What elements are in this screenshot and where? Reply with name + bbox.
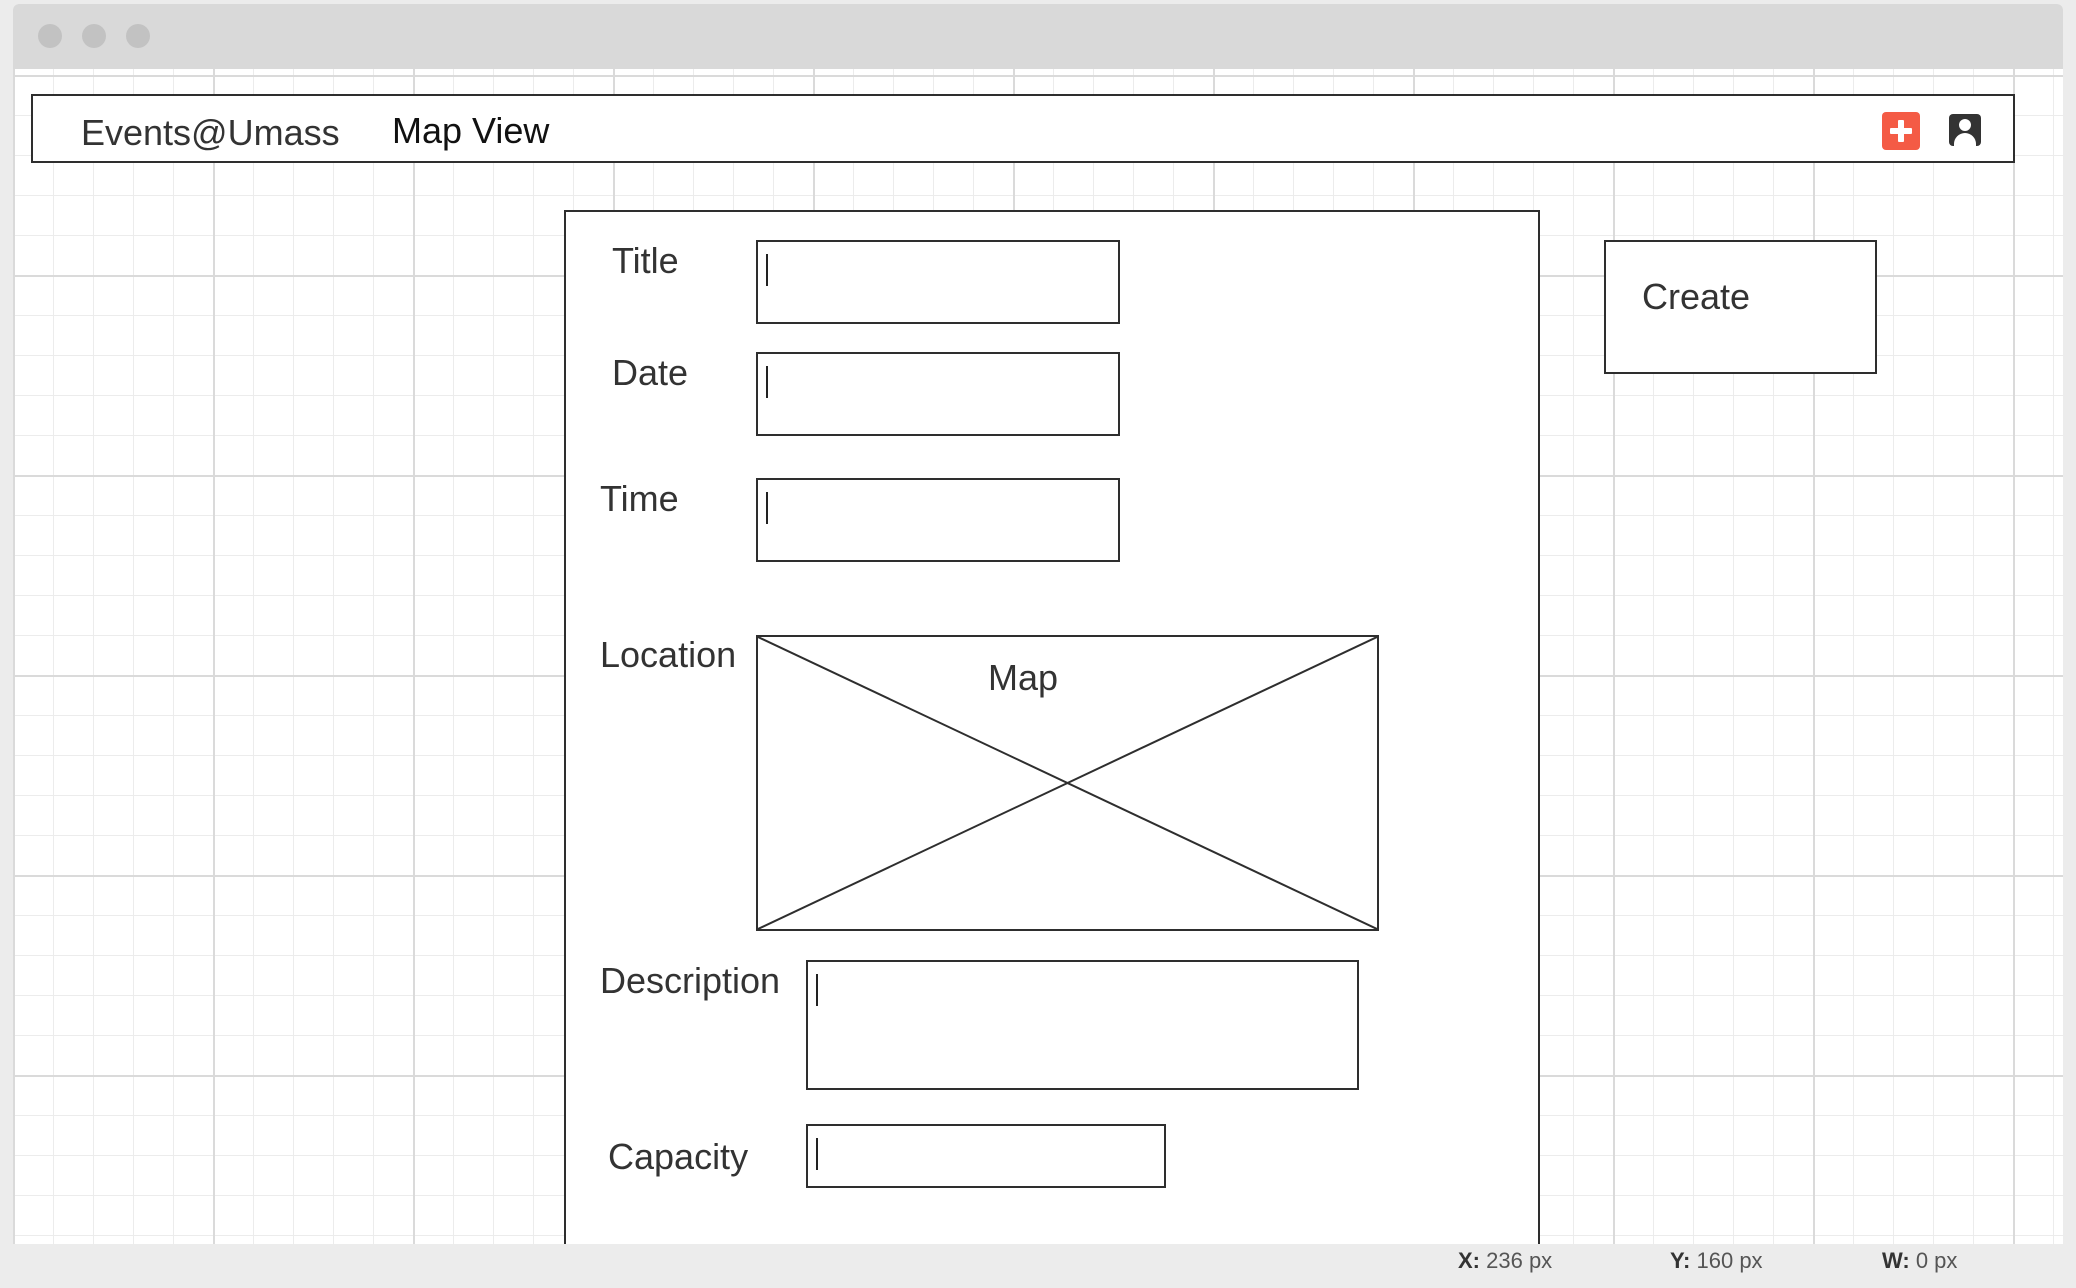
status-bar <box>0 1244 2076 1288</box>
add-event-button[interactable] <box>1882 112 1920 150</box>
brand-link[interactable]: Events@Umass <box>81 112 340 153</box>
top-navbar: Events@Umass Map View <box>31 94 2015 163</box>
map-label: Map <box>987 657 1059 698</box>
description-textarea[interactable] <box>806 960 1359 1090</box>
text-caret <box>766 366 768 398</box>
map-view-link[interactable]: Map View <box>392 110 550 151</box>
description-label: Description <box>600 960 781 1001</box>
title-label: Title <box>612 240 679 281</box>
maximize-window-button[interactable] <box>126 24 150 48</box>
capacity-input[interactable] <box>806 1124 1166 1188</box>
text-caret <box>816 1138 818 1170</box>
text-caret <box>766 492 768 524</box>
map-placeholder-icon <box>758 637 1377 929</box>
text-caret <box>816 974 818 1006</box>
location-map[interactable]: Map <box>756 635 1379 931</box>
close-window-button[interactable] <box>38 24 62 48</box>
date-input[interactable] <box>756 352 1120 436</box>
window-titlebar <box>13 4 2063 69</box>
width-readout: W: 0 px <box>1882 1248 1958 1273</box>
time-label: Time <box>600 478 679 519</box>
time-input[interactable] <box>756 478 1120 562</box>
create-button-label: Create <box>1642 276 1751 317</box>
x-coordinate-readout: X: 236 px <box>1458 1248 1553 1273</box>
minimize-window-button[interactable] <box>82 24 106 48</box>
y-coordinate-readout: Y: 160 px <box>1670 1248 1763 1273</box>
location-label: Location <box>600 634 737 675</box>
date-label: Date <box>612 352 689 393</box>
create-button[interactable]: Create <box>1604 240 1877 374</box>
capacity-label: Capacity <box>608 1136 749 1177</box>
text-caret <box>766 254 768 286</box>
user-icon[interactable] <box>1949 114 1981 146</box>
title-input[interactable] <box>756 240 1120 324</box>
